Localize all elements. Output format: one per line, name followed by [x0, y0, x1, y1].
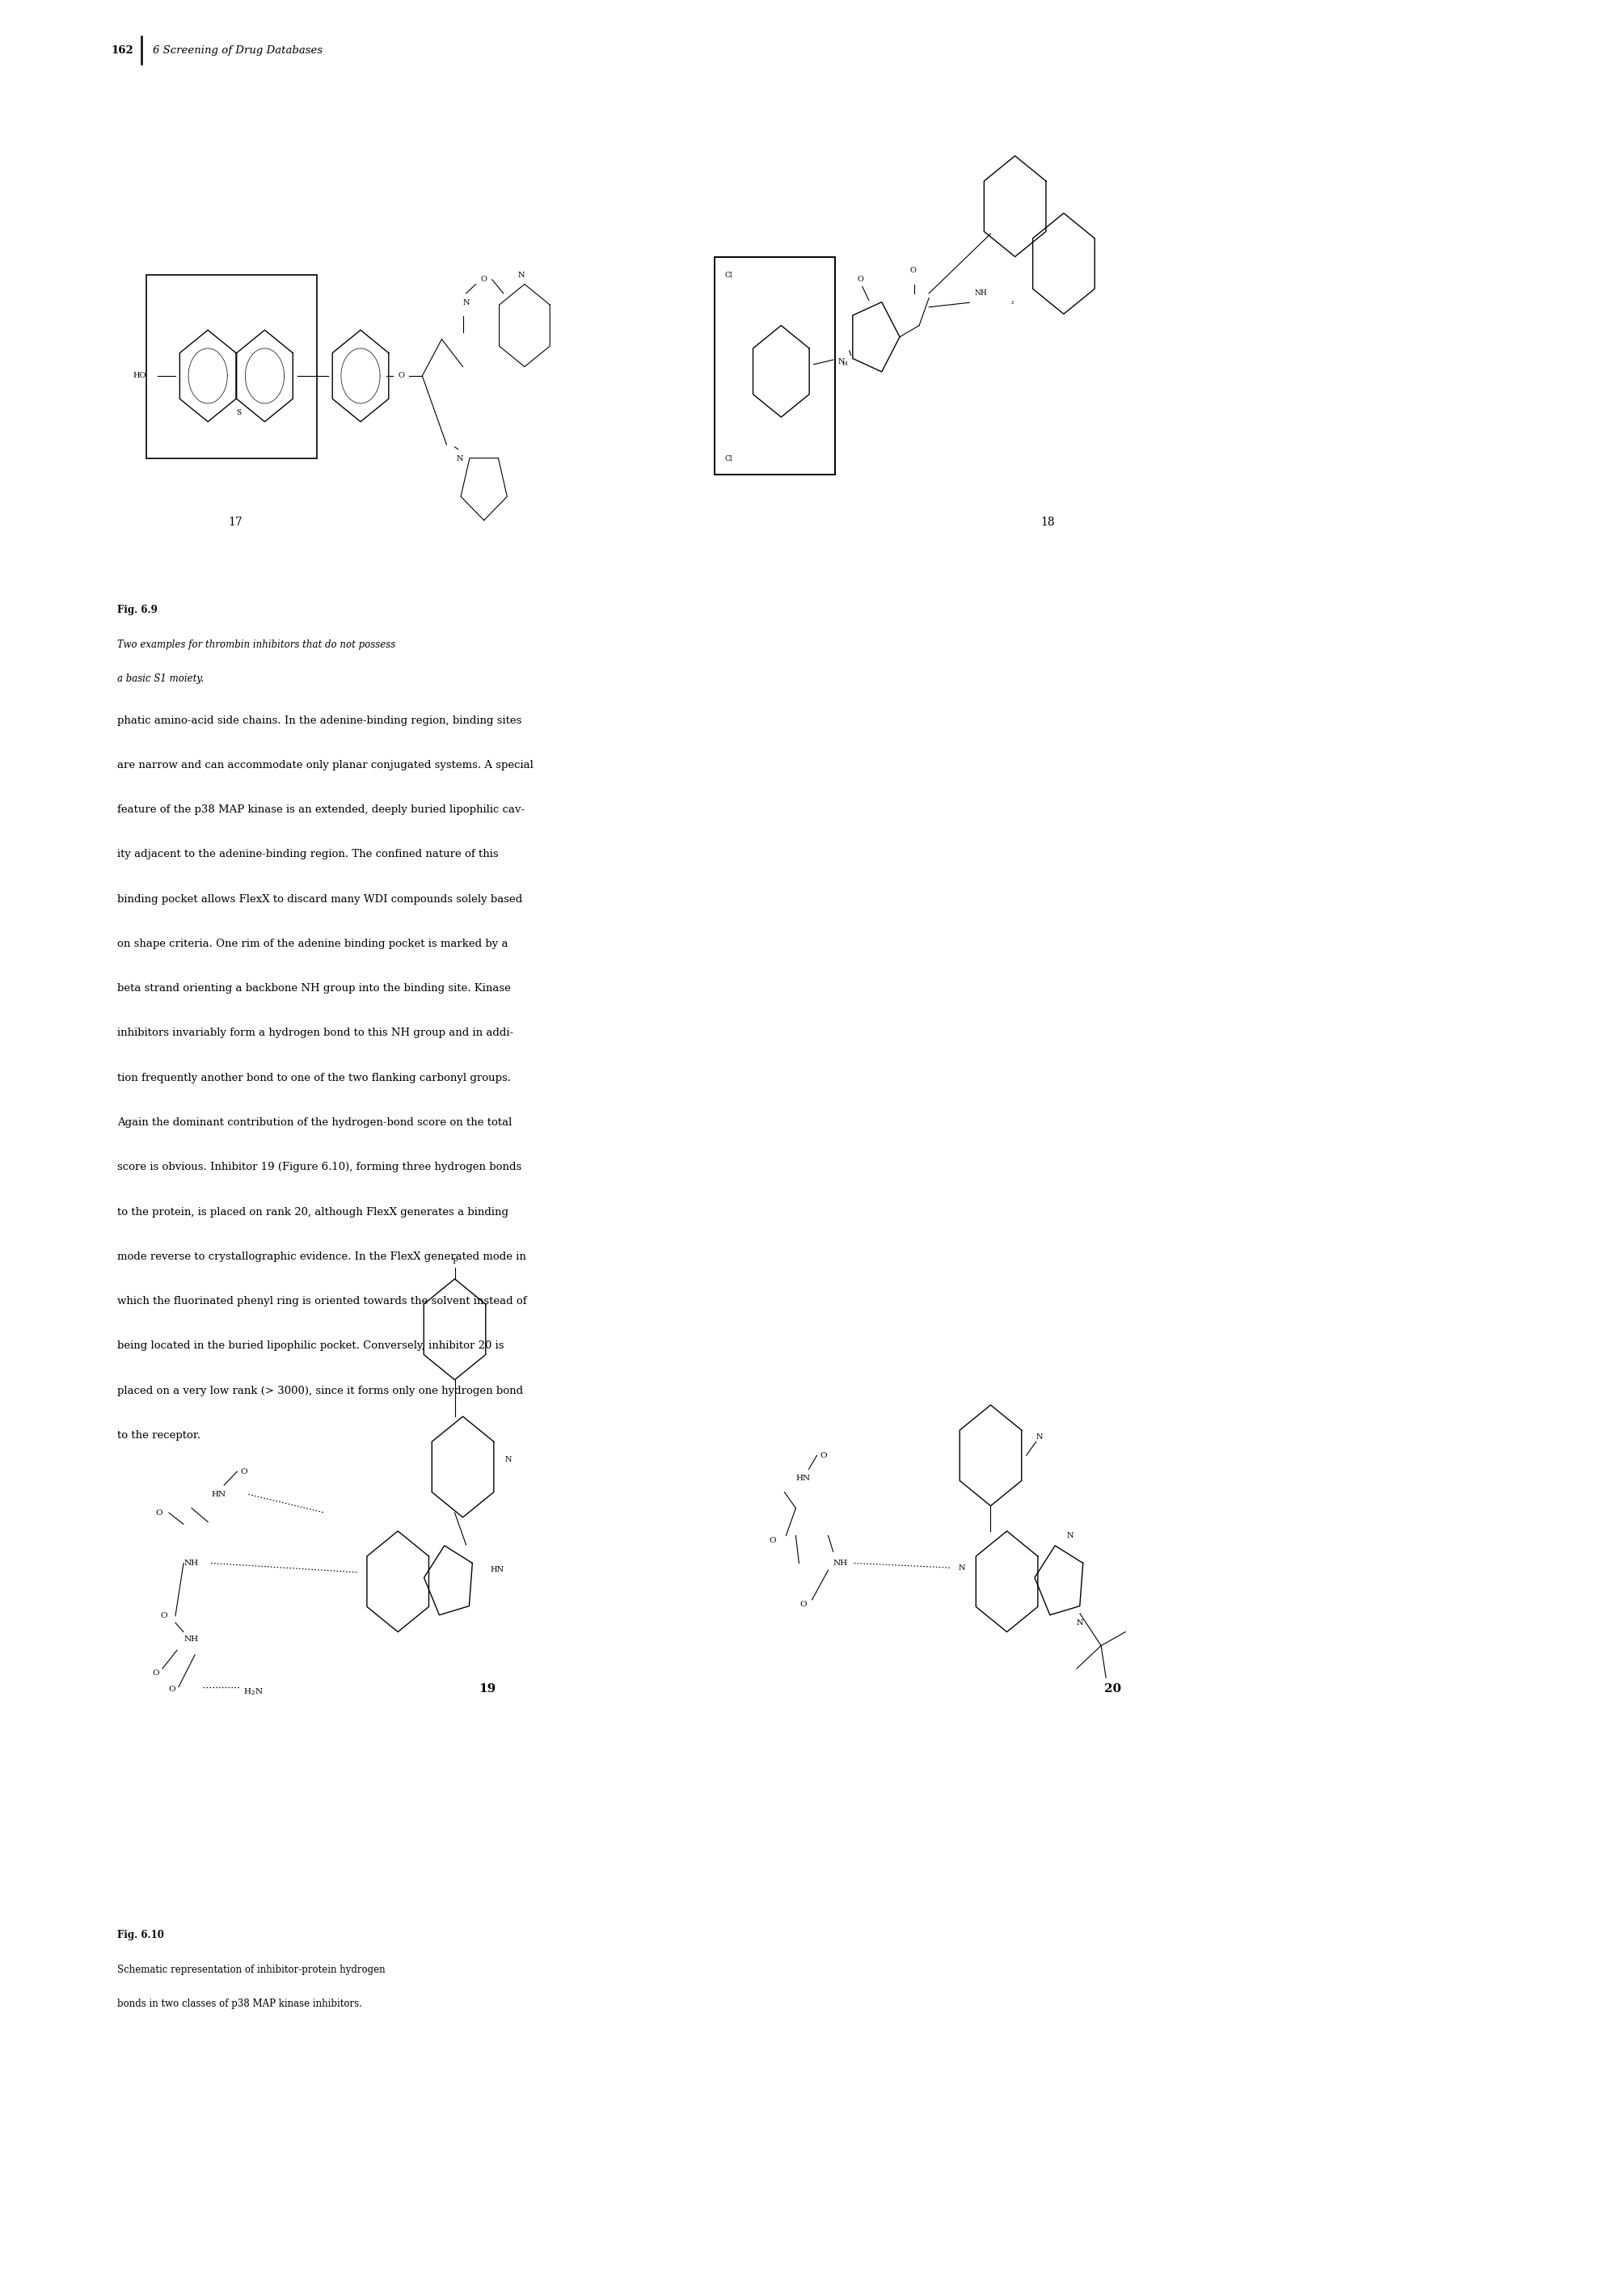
Text: S: S	[235, 408, 242, 417]
Text: Fig. 6.10: Fig. 6.10	[117, 1930, 164, 1941]
Text: HN: HN	[490, 1565, 505, 1575]
Text: beta strand orienting a backbone NH group into the binding site. Kinase: beta strand orienting a backbone NH grou…	[117, 983, 510, 995]
Text: bonds in two classes of p38 MAP kinase inhibitors.: bonds in two classes of p38 MAP kinase i…	[117, 1999, 362, 2010]
Text: O: O	[153, 1669, 159, 1678]
Text: binding pocket allows FlexX to discard many WDI compounds solely based: binding pocket allows FlexX to discard m…	[117, 894, 523, 905]
Text: Cl: Cl	[724, 454, 732, 463]
Text: O: O	[909, 266, 916, 275]
Text: NH: NH	[833, 1559, 848, 1568]
Text: N: N	[505, 1455, 512, 1465]
Text: HO: HO	[133, 371, 146, 380]
Text: mode reverse to crystallographic evidence. In the FlexX generated mode in: mode reverse to crystallographic evidenc…	[117, 1251, 526, 1263]
Text: ity adjacent to the adenine-binding region. The confined nature of this: ity adjacent to the adenine-binding regi…	[117, 848, 499, 860]
Text: O: O	[398, 371, 404, 380]
Bar	[715, 257, 835, 474]
Text: NH: NH	[184, 1634, 198, 1643]
Text: O: O	[240, 1467, 247, 1476]
Text: feature of the p38 MAP kinase is an extended, deeply buried lipophilic cav-: feature of the p38 MAP kinase is an exte…	[117, 804, 525, 816]
Text: 17: 17	[229, 518, 242, 527]
Text: 20: 20	[1104, 1685, 1121, 1694]
Text: N: N	[518, 270, 525, 280]
Text: to the protein, is placed on rank 20, although FlexX generates a binding: to the protein, is placed on rank 20, al…	[117, 1208, 508, 1217]
Bar	[146, 275, 317, 458]
Text: N: N	[463, 298, 469, 307]
Text: O: O	[169, 1685, 175, 1694]
Text: O: O	[481, 275, 487, 284]
Text: H: H	[841, 360, 848, 367]
Text: N: N	[958, 1563, 965, 1572]
Text: N: N	[1036, 1432, 1043, 1442]
Text: phatic amino-acid side chains. In the adenine-binding region, binding sites: phatic amino-acid side chains. In the ad…	[117, 715, 521, 727]
Text: inhibitors invariably form a hydrogen bond to this NH group and in addi-: inhibitors invariably form a hydrogen bo…	[117, 1029, 513, 1038]
Text: a basic S1 moiety.: a basic S1 moiety.	[117, 674, 203, 685]
Text: O: O	[820, 1451, 827, 1460]
Text: Cl: Cl	[724, 270, 732, 280]
Text: HN: HN	[796, 1474, 810, 1483]
Text: O: O	[857, 275, 864, 284]
Text: N: N	[1067, 1531, 1073, 1540]
Text: Two examples for thrombin inhibitors that do not possess: Two examples for thrombin inhibitors tha…	[117, 639, 395, 651]
Text: to the receptor.: to the receptor.	[117, 1430, 200, 1442]
Text: 6 Screening of Drug Databases: 6 Screening of Drug Databases	[153, 46, 323, 55]
Text: which the fluorinated phenyl ring is oriented towards the solvent instead of: which the fluorinated phenyl ring is ori…	[117, 1297, 526, 1306]
Text: are narrow and can accommodate only planar conjugated systems. A special: are narrow and can accommodate only plan…	[117, 759, 533, 770]
Text: F: F	[451, 1258, 458, 1265]
Text: N: N	[456, 454, 463, 463]
Text: O: O	[156, 1508, 162, 1517]
Text: NH: NH	[184, 1559, 198, 1568]
Text: being located in the buried lipophilic pocket. Conversely, inhibitor 20 is: being located in the buried lipophilic p…	[117, 1341, 503, 1352]
Text: 19: 19	[479, 1685, 495, 1694]
Text: O: O	[770, 1536, 776, 1545]
Text: 162: 162	[110, 46, 133, 55]
Text: 18: 18	[1041, 518, 1054, 527]
Text: HN: HN	[211, 1490, 226, 1499]
Text: Again the dominant contribution of the hydrogen-bond score on the total: Again the dominant contribution of the h…	[117, 1118, 512, 1128]
Text: Schematic representation of inhibitor-protein hydrogen: Schematic representation of inhibitor-pr…	[117, 1964, 385, 1976]
Text: O: O	[161, 1611, 167, 1620]
Text: N: N	[838, 358, 844, 367]
Text: tion frequently another bond to one of the two flanking carbonyl groups.: tion frequently another bond to one of t…	[117, 1073, 510, 1084]
Text: score is obvious. Inhibitor 19 (Figure 6.10), forming three hydrogen bonds: score is obvious. Inhibitor 19 (Figure 6…	[117, 1162, 521, 1174]
Text: NH: NH	[974, 289, 987, 298]
Text: $_2$: $_2$	[1010, 298, 1013, 307]
Text: H$_2$N: H$_2$N	[244, 1687, 263, 1696]
Text: O: O	[801, 1600, 807, 1609]
Text: N: N	[1077, 1618, 1083, 1627]
Text: Fig. 6.9: Fig. 6.9	[117, 605, 158, 617]
Text: placed on a very low rank (> 3000), since it forms only one hydrogen bond: placed on a very low rank (> 3000), sinc…	[117, 1384, 523, 1396]
Text: on shape criteria. One rim of the adenine binding pocket is marked by a: on shape criteria. One rim of the adenin…	[117, 940, 508, 949]
